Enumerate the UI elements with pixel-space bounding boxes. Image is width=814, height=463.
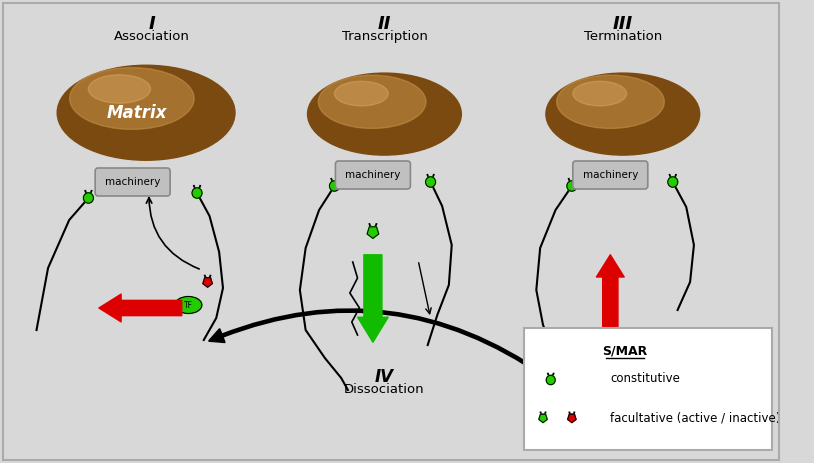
Ellipse shape (318, 75, 426, 128)
Text: Dissociation: Dissociation (344, 383, 425, 396)
Text: III: III (613, 15, 633, 33)
Ellipse shape (573, 81, 627, 106)
Circle shape (83, 193, 94, 203)
Circle shape (546, 375, 555, 385)
Text: Transcription: Transcription (342, 30, 427, 43)
Text: Termination: Termination (584, 30, 662, 43)
FancyBboxPatch shape (524, 328, 772, 450)
Text: S/MAR: S/MAR (602, 345, 647, 358)
Ellipse shape (546, 73, 700, 155)
FancyArrowPatch shape (98, 294, 182, 322)
Text: machinery: machinery (583, 170, 638, 180)
Polygon shape (567, 414, 576, 423)
Polygon shape (203, 278, 212, 287)
Circle shape (567, 181, 577, 191)
Text: IV: IV (375, 368, 394, 386)
FancyArrowPatch shape (357, 255, 388, 342)
Ellipse shape (88, 75, 151, 103)
Circle shape (426, 177, 435, 187)
Ellipse shape (308, 73, 462, 155)
Text: facultative (active / inactive): facultative (active / inactive) (610, 412, 781, 425)
Circle shape (667, 177, 678, 187)
Text: Association: Association (114, 30, 190, 43)
Ellipse shape (57, 65, 235, 160)
Text: machinery: machinery (105, 177, 160, 187)
Text: machinery: machinery (345, 170, 400, 180)
FancyBboxPatch shape (335, 161, 410, 189)
Text: Matrix: Matrix (107, 104, 168, 122)
Text: II: II (378, 15, 392, 33)
Ellipse shape (557, 75, 664, 128)
Polygon shape (367, 227, 379, 238)
Text: constitutive: constitutive (610, 371, 681, 384)
Ellipse shape (70, 68, 194, 129)
Circle shape (330, 181, 339, 191)
Text: TF: TF (184, 300, 193, 309)
FancyBboxPatch shape (95, 168, 170, 196)
Text: I: I (148, 15, 155, 33)
Polygon shape (539, 414, 547, 423)
Circle shape (192, 188, 202, 198)
FancyBboxPatch shape (573, 161, 648, 189)
FancyArrowPatch shape (597, 255, 624, 345)
Polygon shape (549, 334, 558, 343)
Ellipse shape (175, 296, 202, 313)
FancyArrowPatch shape (209, 309, 546, 377)
Ellipse shape (335, 81, 388, 106)
